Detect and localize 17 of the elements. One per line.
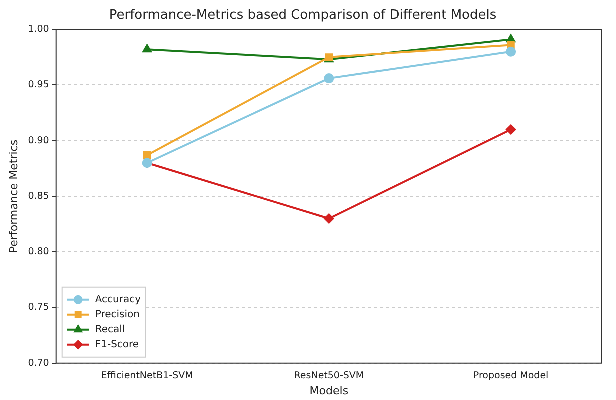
y-tick-label: 0.90: [28, 135, 50, 146]
y-tick-label: 0.80: [28, 246, 50, 258]
x-tick-label: Proposed Model: [473, 370, 549, 382]
y-tick-label: 0.75: [28, 302, 50, 314]
legend-label: F1-Score: [95, 339, 140, 350]
y-axis-title: Performance Metrics: [7, 140, 20, 254]
y-tick-label: 0.70: [28, 358, 50, 369]
y-tick-label: 0.85: [28, 190, 50, 202]
legend-label: Recall: [95, 324, 126, 336]
legend-label: Accuracy: [95, 294, 142, 306]
y-tick-label: 1.00: [28, 24, 50, 36]
chart-title: Performance-Metrics based Comparison of Different Models: [109, 8, 497, 24]
x-tick-label: EfficientNetB1-SVM: [101, 370, 194, 382]
y-tick-label: 0.95: [28, 80, 50, 91]
x-axis-title: Models: [310, 384, 349, 398]
legend-label: Precision: [95, 309, 140, 320]
x-tick-label: ResNet50-SVM: [294, 370, 364, 382]
